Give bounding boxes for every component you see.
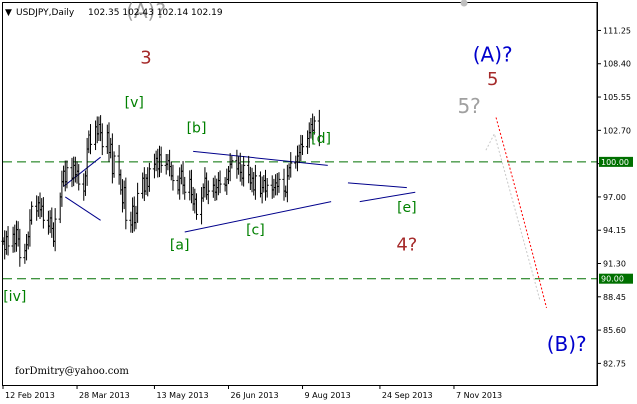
forecast-path xyxy=(495,117,548,309)
wave-label: 5? xyxy=(457,94,480,118)
time-axis: 12 Feb 2013 28 Mar 2013 13 May 2013 26 Jun … xyxy=(2,385,502,400)
trend-line xyxy=(347,182,407,189)
author-email: forDmitry@yahoo.com xyxy=(15,366,129,377)
price-tick-label: 85.60 xyxy=(603,326,626,335)
level-price-tag xyxy=(599,156,633,167)
time-tick-label: 24 Sep 2013 xyxy=(382,391,433,400)
ohlc-readout: 102.35 102.43 102.14 102.19 xyxy=(88,8,223,18)
wave-label: [iv] xyxy=(3,289,26,305)
wave-label: [e] xyxy=(397,200,417,216)
price-tick-label: 105.55 xyxy=(603,93,631,102)
top-marker-icon xyxy=(460,0,468,7)
price-tick-label: 108.40 xyxy=(603,60,631,69)
trend-lines xyxy=(63,150,416,233)
price-tick-label: 97.00 xyxy=(603,193,626,202)
wave-label: [v] xyxy=(125,95,144,111)
time-tick-label: 13 May 2013 xyxy=(156,391,208,400)
price-tick-label: 82.75 xyxy=(603,359,626,368)
trend-line xyxy=(193,150,328,166)
header-arrow-icon[interactable]: ▼ xyxy=(5,8,12,18)
wave-label: [d] xyxy=(311,131,331,147)
wave-label: 4? xyxy=(396,235,417,256)
wave-label: 5 xyxy=(487,69,498,90)
trend-line xyxy=(64,196,101,221)
wave-label: (A)? xyxy=(473,42,513,66)
time-tick-label: 12 Feb 2013 xyxy=(5,391,55,400)
level-price-tag-label: 100.00 xyxy=(601,158,629,167)
wave-label: (B)? xyxy=(547,332,587,356)
chart-symbol-title: USDJPY,Daily xyxy=(16,8,75,18)
chart-frame xyxy=(2,2,598,386)
trend-line xyxy=(359,191,416,203)
trend-line xyxy=(184,201,332,233)
price-bars xyxy=(1,109,321,267)
trend-line xyxy=(63,156,101,187)
wave-annotations: (A)? 3 [v] [b] [d] [a] [c] [e] 4? 5? 5 (A)? [iv] (B)? xyxy=(3,0,586,356)
time-tick-label: 28 Mar 2013 xyxy=(79,391,130,400)
wave-label: [a] xyxy=(170,237,190,253)
price-tick-label: 94.15 xyxy=(603,226,626,235)
wave-label: [c] xyxy=(246,222,265,238)
level-price-tag xyxy=(599,273,633,284)
time-tick-label: 7 Nov 2013 xyxy=(456,391,502,400)
level-price-tag-label: 90.00 xyxy=(601,275,624,284)
price-tick-label: 88.45 xyxy=(603,293,626,302)
time-tick-label: 9 Aug 2013 xyxy=(305,391,351,400)
forecast-paths xyxy=(460,0,548,309)
wave-label: (A)? xyxy=(126,0,166,23)
forecast-alternate-path xyxy=(485,132,541,300)
time-tick-label: 26 Jun 2013 xyxy=(230,391,278,400)
price-axis: 111.25108.40105.55102.7099.8597.0094.159… xyxy=(596,3,633,385)
horizontal-lines xyxy=(3,161,597,280)
wave-label: 3 xyxy=(140,48,151,69)
price-tick-label: 91.30 xyxy=(603,260,626,269)
price-tick-label: 102.70 xyxy=(603,126,631,135)
price-tick-label: 111.25 xyxy=(603,26,631,35)
wave-label: [b] xyxy=(187,121,207,137)
